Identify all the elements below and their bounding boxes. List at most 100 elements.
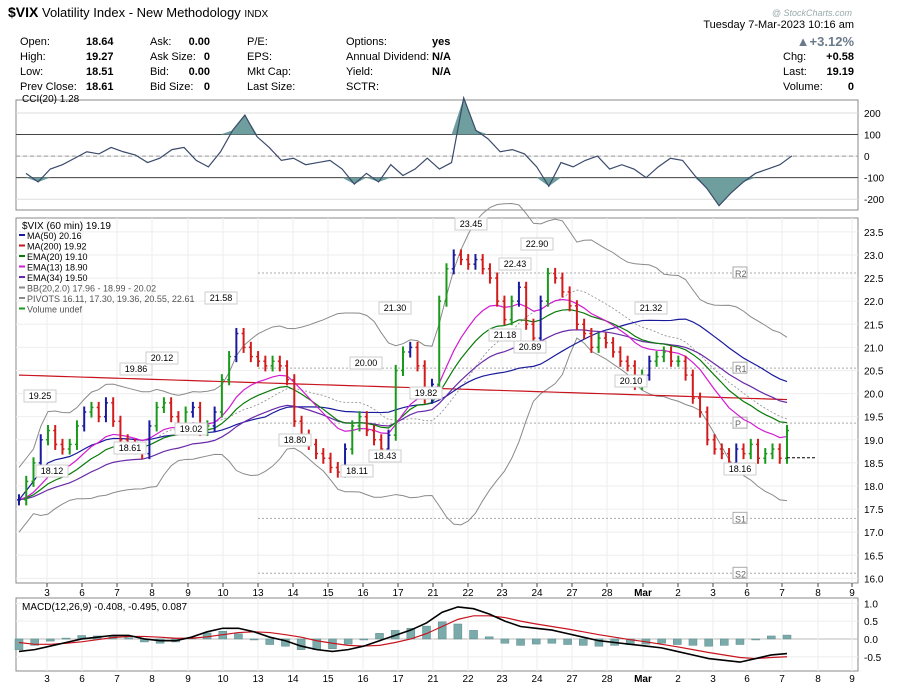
- x-tick-label: 8: [815, 588, 821, 599]
- cci-tick-label: 200: [864, 109, 881, 120]
- cci-tick-label: -100: [864, 174, 884, 185]
- legend-entry: BB(20,2.0) 17.96 - 18.99 - 20.02: [27, 284, 156, 294]
- price-label: 20.12: [151, 353, 174, 363]
- pivot-box: [732, 361, 748, 374]
- macd-histogram-bar: [265, 638, 275, 645]
- ema13-line: [18, 298, 788, 501]
- price-label: 19.25: [29, 391, 52, 401]
- x-tick-label: 3: [710, 588, 716, 599]
- price-tick-label: 23.5: [864, 228, 884, 239]
- macd-histogram-bar: [375, 633, 384, 640]
- prev-close-value: 18.61: [86, 81, 114, 93]
- macd-histogram-bar: [484, 636, 494, 640]
- x-tick-label: 13: [252, 588, 264, 599]
- macd-x-tick-label: Mar: [634, 674, 652, 685]
- price-label: 18.12: [41, 466, 64, 476]
- bollinger-upper: [18, 203, 788, 468]
- x-tick-label: 7: [114, 588, 120, 599]
- price-tick-label: 22.0: [864, 297, 884, 308]
- macd-tick-label: -0.5: [864, 653, 882, 664]
- macd-histogram-bar: [500, 638, 510, 644]
- price-tick-label: 17.5: [864, 505, 884, 516]
- price-label: 20.10: [620, 376, 643, 386]
- price-label: 21.30: [384, 303, 407, 313]
- price-label: 18.80: [284, 435, 307, 445]
- cci-tick-label: 100: [864, 131, 881, 142]
- macd-histogram-bar: [657, 638, 666, 644]
- macd-histogram-bar: [14, 638, 24, 650]
- price-tick-label: 19.5: [864, 413, 884, 424]
- quote-values-1: 18.64 19.27 18.51 18.61: [86, 35, 114, 95]
- legend-entry: PIVOTS 16.11, 17.30, 19.36, 20.55, 22.61: [27, 294, 194, 304]
- high-value: 19.27: [86, 51, 114, 63]
- price-label: 19.82: [415, 388, 438, 398]
- x-tick-label: 28: [601, 588, 613, 599]
- macd-histogram-bar: [594, 638, 604, 647]
- x-tick-label: 6: [79, 588, 85, 599]
- price-tick-label: 17.0: [864, 528, 884, 539]
- macd-x-tick-label: 27: [566, 674, 578, 685]
- price-label-box: [340, 464, 374, 478]
- macd-histogram-bar: [735, 638, 745, 645]
- macd-x-tick-label: 23: [496, 674, 508, 685]
- legend-swatch: [19, 276, 25, 278]
- macd-x-tick-label: 3: [44, 674, 50, 685]
- ma50-line: [18, 318, 788, 501]
- macd-histogram-bar: [531, 638, 541, 645]
- price-label-box: [35, 464, 69, 478]
- low-value: 18.51: [86, 66, 114, 78]
- x-tick-label: 6: [744, 588, 750, 599]
- macd-histogram-bar: [563, 638, 572, 645]
- pivot-label: R2: [735, 269, 747, 279]
- chg-value: +0.58: [826, 51, 854, 63]
- ma200-line: [18, 374, 788, 401]
- macd-histogram-bar: [30, 638, 39, 646]
- macd-x-tick-label: 6: [79, 674, 85, 685]
- legend-swatch: [19, 244, 25, 247]
- price-label-box: [498, 257, 532, 271]
- macd-x-tick-label: 9: [849, 674, 855, 685]
- macd-histogram-bar: [422, 625, 431, 640]
- macd-histogram-bar: [124, 637, 133, 640]
- quote-col-1: Open: High: Low: Prev Close:: [20, 36, 77, 93]
- price-label-box: [204, 291, 238, 305]
- macd-x-tick-label: 3: [710, 674, 716, 685]
- legend-entry: MA(50) 20.16: [27, 231, 82, 241]
- price-label-box: [378, 301, 412, 315]
- legend-swatch: [19, 286, 25, 289]
- price-label: 21.32: [640, 303, 663, 313]
- x-tick-label: 9: [185, 588, 191, 599]
- macd-x-tick-label: 24: [531, 674, 543, 685]
- volume-value: 0: [847, 81, 854, 93]
- macd-histogram-bar: [720, 638, 729, 646]
- price-label: 23.45: [460, 219, 483, 229]
- macd-x-tick-label: 16: [357, 674, 369, 685]
- macd-tick-label: 1.0: [864, 599, 878, 610]
- x-tick-label: 24: [531, 588, 543, 599]
- price-label-box: [278, 433, 312, 447]
- macd-x-tick-label: 22: [462, 674, 474, 685]
- price-label-box: [488, 328, 522, 342]
- price-title: $VIX (60 min) 19.19: [22, 221, 111, 232]
- cci-tick-label: -200: [864, 195, 884, 206]
- price-label-box: [119, 362, 153, 376]
- macd-panel: [15, 597, 859, 672]
- x-tick-label: 7: [779, 588, 785, 599]
- x-tick-label: 2: [675, 588, 681, 599]
- macd-x-tick-label: 21: [427, 674, 439, 685]
- x-tick-label: 10: [217, 588, 229, 599]
- price-tick-label: 21.5: [864, 320, 884, 331]
- macd-x-tick-label: 6: [744, 674, 750, 685]
- price-label-box: [349, 356, 383, 370]
- macd-histogram-bar: [782, 634, 792, 640]
- last-value: 19.19: [826, 66, 854, 78]
- price-tick-label: 21.0: [864, 343, 884, 354]
- bollinger-middle: [18, 289, 788, 501]
- price-tick-label: 19.0: [864, 436, 884, 447]
- x-tick-label: 8: [149, 588, 155, 599]
- price-tick-label: 20.0: [864, 390, 884, 401]
- macd-x-tick-label: 8: [815, 674, 821, 685]
- pivot-box: [732, 511, 748, 524]
- cci-tick-label: 0: [864, 152, 870, 163]
- price-tick-label: 23.0: [864, 251, 884, 262]
